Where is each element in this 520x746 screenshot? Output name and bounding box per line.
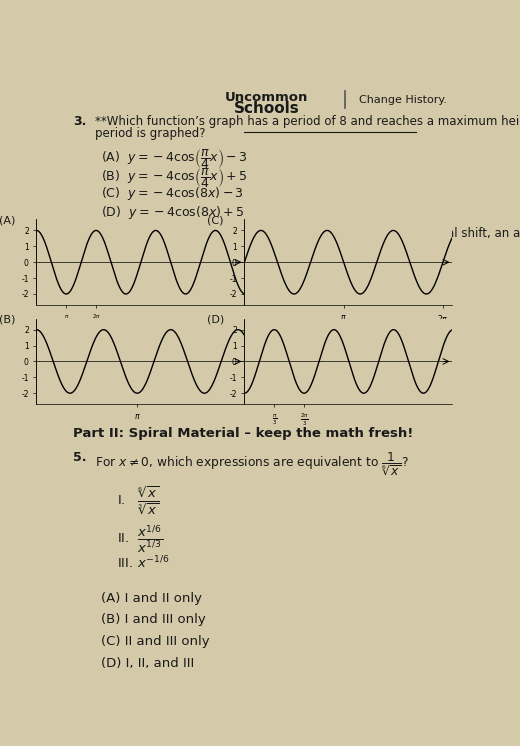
Text: (D): (D) xyxy=(207,314,224,325)
Text: (D) I, II, and III: (D) I, II, and III xyxy=(101,657,194,670)
Text: period of $\dfrac{2\pi}{3}$?: period of $\dfrac{2\pi}{3}$? xyxy=(95,239,178,266)
Text: (C) II and III only: (C) II and III only xyxy=(101,636,210,648)
Text: period is graphed?: period is graphed? xyxy=(95,128,206,140)
Text: (D)  $y = -4\cos(8x) + 5$: (D) $y = -4\cos(8x) + 5$ xyxy=(101,204,245,222)
Text: For $x \neq 0$, which expressions are equivalent to $\dfrac{1}{\sqrt[6]{x}}$?: For $x \neq 0$, which expressions are eq… xyxy=(95,451,409,478)
Text: 5.: 5. xyxy=(73,451,86,464)
Text: III. $x^{-1/6}$: III. $x^{-1/6}$ xyxy=(118,554,170,571)
Text: (B)  $y = -4\cos\!\left(\dfrac{\pi}{4}x\right) + 5$: (B) $y = -4\cos\!\left(\dfrac{\pi}{4}x\r… xyxy=(101,166,248,190)
Text: (A)  $y = -4\cos\!\left(\dfrac{\pi}{4}x\right) - 3$: (A) $y = -4\cos\!\left(\dfrac{\pi}{4}x\r… xyxy=(101,148,248,172)
Text: II.  $\dfrac{x^{1/6}}{x^{1/3}}$: II. $\dfrac{x^{1/6}}{x^{1/3}}$ xyxy=(118,523,163,554)
Text: *Which graph represents a cosine function with no horizontal shift, an amplitude: *Which graph represents a cosine functio… xyxy=(95,227,520,239)
Text: I.   $\dfrac{\sqrt[6]{x}}{\sqrt[3]{x}}$: I. $\dfrac{\sqrt[6]{x}}{\sqrt[3]{x}}$ xyxy=(118,486,160,518)
Text: Schools: Schools xyxy=(233,101,300,116)
Text: Uncommon: Uncommon xyxy=(225,91,308,104)
Text: (B): (B) xyxy=(0,314,15,325)
Text: (B) I and III only: (B) I and III only xyxy=(101,613,206,627)
Text: 3.: 3. xyxy=(73,115,86,128)
Text: (C): (C) xyxy=(207,215,224,225)
Text: (A) I and II only: (A) I and II only xyxy=(101,592,202,604)
Text: (A): (A) xyxy=(0,215,15,225)
Text: (C)  $y = -4\cos(8x) - 3$: (C) $y = -4\cos(8x) - 3$ xyxy=(101,186,244,202)
Text: Change History.: Change History. xyxy=(359,95,447,104)
Text: Part II: Spiral Material – keep the math fresh!: Part II: Spiral Material – keep the math… xyxy=(73,427,413,439)
Text: 4.: 4. xyxy=(73,227,86,239)
Text: **Which function’s graph has a period of 8 and reaches a maximum height of 1 if : **Which function’s graph has a period of… xyxy=(95,115,520,128)
